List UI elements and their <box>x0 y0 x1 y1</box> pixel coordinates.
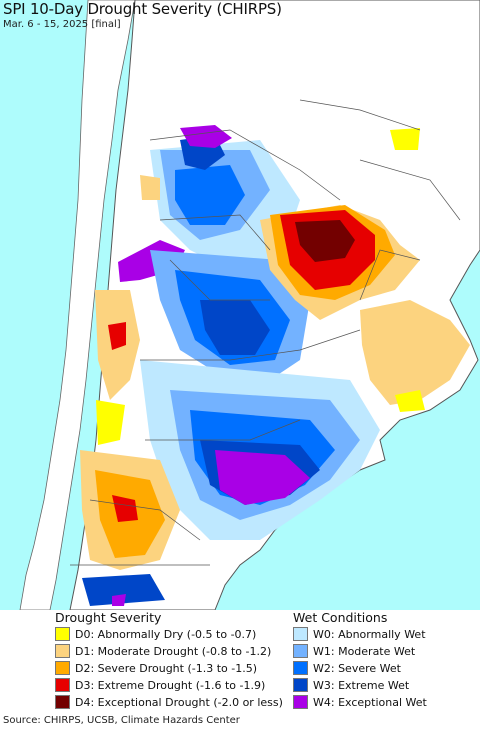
legend-swatch <box>55 627 70 641</box>
chile-land <box>19 0 136 610</box>
drought-map <box>0 0 480 610</box>
legend-label: D0: Abnormally Dry (-0.5 to -0.7) <box>75 627 257 641</box>
legend-item-d2: D2: Severe Drought (-1.3 to -1.5) <box>55 661 257 675</box>
map-subtitle: Mar. 6 - 15, 2025 [final] <box>3 19 121 30</box>
d0-region-east <box>395 390 425 412</box>
legend-item-w1: W1: Moderate Wet <box>293 644 415 658</box>
legend-swatch <box>55 678 70 692</box>
d0-region-west <box>96 400 125 445</box>
legend-swatch <box>293 695 308 709</box>
legend-swatch <box>293 627 308 641</box>
legend-label: D2: Severe Drought (-1.3 to -1.5) <box>75 661 258 675</box>
d1-region-nw <box>140 175 160 200</box>
d3-region-sw <box>112 495 138 522</box>
legend-swatch <box>55 661 70 675</box>
legend-swatch <box>293 644 308 658</box>
legend-label: D1: Moderate Drought (-0.8 to -1.2) <box>75 644 272 658</box>
legend-label: W0: Abnormally Wet <box>313 627 426 641</box>
legend-label: D3: Extreme Drought (-1.6 to -1.9) <box>75 678 266 692</box>
legend-item-w0: W0: Abnormally Wet <box>293 627 426 641</box>
legend-label: W2: Severe Wet <box>313 661 401 675</box>
legend-label: D4: Exceptional Drought (-2.0 or less) <box>75 695 283 709</box>
wet-legend-heading: Wet Conditions <box>293 610 388 625</box>
legend-item-w2: W2: Severe Wet <box>293 661 401 675</box>
w3-region-patagonia <box>82 574 165 606</box>
legend: Drought Severity Wet Conditions D0: Abno… <box>0 610 480 730</box>
legend-swatch <box>55 644 70 658</box>
w4-region-patagonia <box>112 594 126 606</box>
legend-swatch <box>293 678 308 692</box>
legend-item-d0: D0: Abnormally Dry (-0.5 to -0.7) <box>55 627 256 641</box>
legend-swatch <box>55 695 70 709</box>
map-title: SPI 10-Day Drought Severity (CHIRPS) <box>3 0 282 18</box>
legend-item-d1: D1: Moderate Drought (-0.8 to -1.2) <box>55 644 271 658</box>
legend-label: W4: Exceptional Wet <box>313 695 427 709</box>
d1-region-uruguay <box>360 300 470 405</box>
d3-region-west <box>108 322 126 350</box>
legend-item-w4: W4: Exceptional Wet <box>293 695 427 709</box>
source-credit: Source: CHIRPS, UCSB, Climate Hazards Ce… <box>3 715 240 726</box>
legend-swatch <box>293 661 308 675</box>
w2-region <box>175 165 245 225</box>
w4-region-north <box>180 125 232 148</box>
legend-item-d3: D3: Extreme Drought (-1.6 to -1.9) <box>55 678 265 692</box>
w3-region-center <box>200 300 270 355</box>
legend-item-w3: W3: Extreme Wet <box>293 678 409 692</box>
drought-legend-heading: Drought Severity <box>55 610 162 625</box>
d4-region-ne <box>295 220 355 262</box>
boundaries <box>70 99 461 566</box>
w4-region-south <box>215 450 310 505</box>
legend-label: W1: Moderate Wet <box>313 644 416 658</box>
legend-item-d4: D4: Exceptional Drought (-2.0 or less) <box>55 695 283 709</box>
legend-label: W3: Extreme Wet <box>313 678 410 692</box>
d0-region-ne <box>390 128 420 150</box>
